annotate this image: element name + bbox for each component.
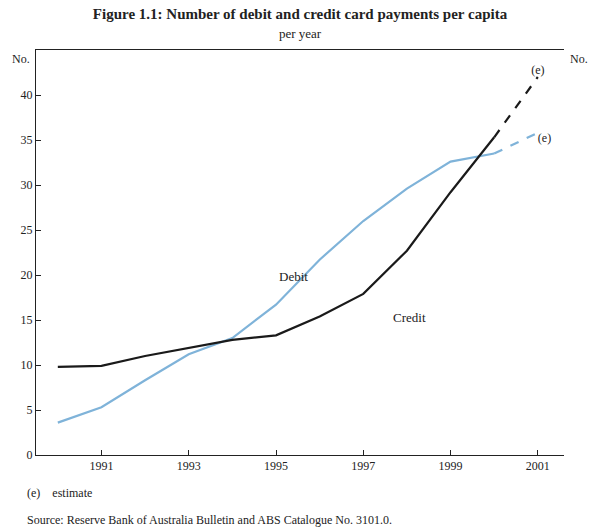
svg-text:40: 40 — [21, 88, 33, 102]
svg-text:No.: No. — [570, 52, 588, 66]
svg-text:2001: 2001 — [526, 459, 550, 473]
svg-text:1991: 1991 — [89, 459, 113, 473]
svg-text:5: 5 — [27, 403, 33, 417]
svg-text:(e) estimate: (e) estimate — [27, 486, 92, 500]
svg-text:1999: 1999 — [439, 459, 463, 473]
svg-text:20: 20 — [21, 268, 33, 282]
svg-text:(e): (e) — [531, 63, 544, 77]
svg-text:10: 10 — [21, 358, 33, 372]
svg-text:No.: No. — [12, 52, 30, 66]
svg-text:1995: 1995 — [264, 459, 288, 473]
svg-text:0: 0 — [27, 448, 33, 462]
svg-text:35: 35 — [21, 133, 33, 147]
svg-text:25: 25 — [21, 223, 33, 237]
svg-text:30: 30 — [21, 178, 33, 192]
svg-text:(e): (e) — [538, 131, 551, 145]
svg-text:Credit: Credit — [393, 310, 426, 325]
svg-text:1993: 1993 — [177, 459, 201, 473]
svg-text:Source: Reserve Bank of Austra: Source: Reserve Bank of Australia Bullet… — [27, 513, 392, 527]
svg-text:1997: 1997 — [351, 459, 375, 473]
svg-text:Figure 1.1: Number of debit an: Figure 1.1: Number of debit and credit c… — [93, 6, 508, 42]
svg-text:15: 15 — [21, 313, 33, 327]
svg-text:Debit: Debit — [279, 269, 308, 284]
